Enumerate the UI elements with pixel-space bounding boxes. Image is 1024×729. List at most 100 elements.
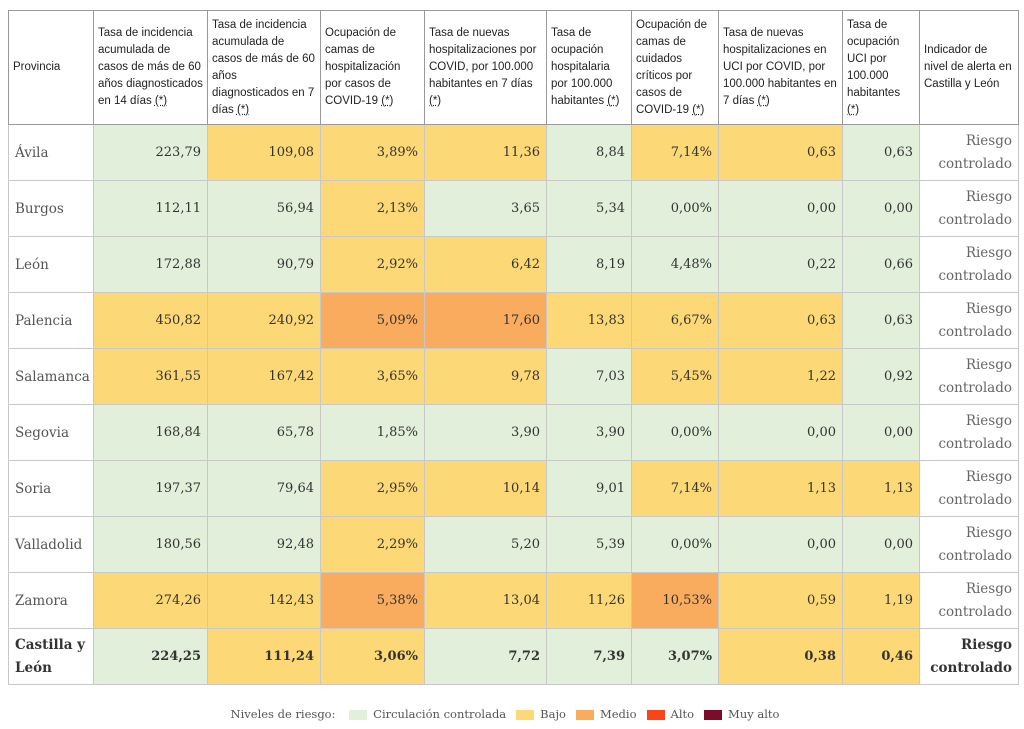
alert-level-cell: Riesgo controlado bbox=[919, 516, 1019, 573]
info-footnote-link[interactable]: (*) bbox=[692, 103, 705, 116]
indicator-value-cell: 224,25 bbox=[93, 628, 208, 685]
info-footnote-link[interactable]: (*) bbox=[429, 95, 442, 107]
info-footnote-link[interactable]: (*) bbox=[154, 95, 168, 107]
alert-level-cell: Riesgo controlado bbox=[919, 348, 1019, 405]
info-footnote-link[interactable]: (*) bbox=[236, 103, 250, 116]
indicator-value-cell: 0,63 bbox=[718, 124, 843, 181]
indicator-value-cell: 3,07% bbox=[631, 628, 719, 685]
indicator-value-cell: 0,63 bbox=[842, 292, 920, 349]
indicator-value-cell: 65,78 bbox=[207, 404, 321, 461]
alert-level-cell: Riesgo controlado bbox=[919, 292, 1019, 349]
legend-swatch bbox=[575, 710, 594, 720]
info-footnote-link[interactable]: (*) bbox=[847, 103, 860, 116]
province-name: León bbox=[8, 236, 94, 293]
indicator-value-cell: 1,13 bbox=[842, 460, 920, 517]
indicator-value-cell: 111,24 bbox=[207, 628, 321, 685]
indicator-value-cell: 223,79 bbox=[93, 124, 208, 181]
legend-swatch bbox=[646, 710, 665, 720]
risk-levels-legend: Niveles de riesgo: Circulación controlad… bbox=[0, 706, 1010, 721]
column-header-label: Ocupación de camas de hospitalización po… bbox=[325, 27, 401, 107]
indicator-value-cell: 7,14% bbox=[631, 124, 719, 181]
column-header-label: Provincia bbox=[13, 61, 61, 73]
indicator-value-cell: 0,00% bbox=[631, 404, 719, 461]
indicator-value-cell: 274,26 bbox=[93, 572, 208, 629]
indicator-value-cell: 0,00% bbox=[631, 180, 719, 237]
indicator-value-cell: 0,92 bbox=[842, 348, 920, 405]
table-row: Burgos 112,11 56,94 2,13% 3,65 5,34 0,00% 0,00 0… bbox=[8, 180, 1019, 237]
indicator-value-cell: 1,13 bbox=[718, 460, 843, 517]
indicator-value-cell: 172,88 bbox=[93, 236, 208, 293]
indicator-value-cell: 0,00 bbox=[842, 516, 920, 573]
indicator-value-cell: 92,48 bbox=[207, 516, 321, 573]
table-header-row: Provincia Tasa de incidencia acumulada de… bbox=[8, 10, 1019, 125]
alert-level-cell: Riesgo controlado bbox=[919, 628, 1019, 685]
indicator-value-cell: 0,46 bbox=[842, 628, 920, 685]
indicator-value-cell: 0,00 bbox=[718, 180, 843, 237]
indicator-value-cell: 0,63 bbox=[718, 292, 843, 349]
province-name: Burgos bbox=[8, 180, 94, 237]
indicator-value-cell: 109,08 bbox=[207, 124, 321, 181]
column-header: Provincia bbox=[8, 10, 94, 125]
legend-swatch bbox=[516, 710, 535, 720]
alert-level-cell: Riesgo controlado bbox=[919, 180, 1019, 237]
indicator-value-cell: 17,60 bbox=[424, 292, 547, 349]
indicator-value-cell: 1,19 bbox=[842, 572, 920, 629]
indicator-value-cell: 167,42 bbox=[207, 348, 321, 405]
indicator-value-cell: 0,66 bbox=[842, 236, 920, 293]
legend-label: Circulación controlada bbox=[373, 707, 507, 721]
indicator-value-cell: 3,65 bbox=[424, 180, 547, 237]
indicator-value-cell: 2,92% bbox=[320, 236, 425, 293]
legend-item: Muy alto bbox=[704, 707, 779, 721]
indicator-value-cell: 7,14% bbox=[631, 460, 719, 517]
column-header-label: Tasa de nuevas hospitalizaciones por COV… bbox=[429, 27, 537, 90]
province-name: Salamanca bbox=[8, 348, 94, 405]
column-header: Tasa de incidencia acumulada de casos de… bbox=[93, 10, 208, 125]
province-name: Segovia bbox=[8, 404, 94, 461]
province-name: Castilla y León bbox=[8, 628, 94, 685]
table-body: Ávila 223,79 109,08 3,89% 11,36 8,84 7,14% 0,63… bbox=[8, 124, 1019, 685]
alert-level-cell: Riesgo controlado bbox=[919, 572, 1019, 629]
alert-level-cell: Riesgo controlado bbox=[919, 404, 1019, 461]
indicator-value-cell: 168,84 bbox=[93, 404, 208, 461]
column-header: Ocupación de camas de cuidados críticos … bbox=[631, 10, 719, 125]
indicator-value-cell: 3,90 bbox=[424, 404, 547, 461]
indicator-value-cell: 3,06% bbox=[320, 628, 425, 685]
table-row: Ávila 223,79 109,08 3,89% 11,36 8,84 7,14% 0,63… bbox=[8, 124, 1019, 181]
indicator-value-cell: 3,89% bbox=[320, 124, 425, 181]
indicator-value-cell: 8,84 bbox=[546, 124, 632, 181]
indicator-value-cell: 0,00 bbox=[718, 516, 843, 573]
table-row: Valladolid 180,56 92,48 2,29% 5,20 5,39 0,00% 0… bbox=[8, 516, 1019, 573]
indicator-value-cell: 5,20 bbox=[424, 516, 547, 573]
info-footnote-link[interactable]: (*) bbox=[381, 95, 394, 107]
indicator-value-cell: 11,26 bbox=[546, 572, 632, 629]
indicator-value-cell: 5,38% bbox=[320, 572, 425, 629]
indicator-value-cell: 13,04 bbox=[424, 572, 547, 629]
info-footnote-link[interactable]: (*) bbox=[607, 95, 620, 107]
province-name: Zamora bbox=[8, 572, 94, 629]
column-header-label: Tasa de incidencia acumulada de casos de… bbox=[98, 27, 203, 107]
indicator-value-cell: 5,45% bbox=[631, 348, 719, 405]
indicator-value-cell: 0,22 bbox=[718, 236, 843, 293]
indicator-value-cell: 1,85% bbox=[320, 404, 425, 461]
info-footnote-link[interactable]: (*) bbox=[757, 95, 770, 107]
legend-item: Medio bbox=[575, 707, 637, 721]
column-header-label: Tasa de incidencia acumulada de casos de… bbox=[212, 18, 315, 116]
indicator-value-cell: 10,14 bbox=[424, 460, 547, 517]
province-name: Valladolid bbox=[8, 516, 94, 573]
indicator-value-cell: 8,19 bbox=[546, 236, 632, 293]
column-header: Tasa de incidencia acumulada de casos de… bbox=[207, 10, 321, 125]
legend-label: Bajo bbox=[540, 707, 566, 721]
indicator-value-cell: 2,13% bbox=[320, 180, 425, 237]
table-row: Soria 197,37 79,64 2,95% 10,14 9,01 7,14% 1,13 1… bbox=[8, 460, 1019, 517]
indicator-value-cell: 0,59 bbox=[718, 572, 843, 629]
alert-level-cell: Riesgo controlado bbox=[919, 460, 1019, 517]
table-row: León 172,88 90,79 2,92% 6,42 8,19 4,48% 0,22 0,6… bbox=[8, 236, 1019, 293]
indicator-value-cell: 6,67% bbox=[631, 292, 719, 349]
indicator-value-cell: 112,11 bbox=[93, 180, 208, 237]
column-header-label: Tasa de nuevas hospitalizaciones en UCI … bbox=[723, 27, 837, 107]
indicator-value-cell: 13,83 bbox=[546, 292, 632, 349]
indicator-value-cell: 0,00 bbox=[842, 404, 920, 461]
indicator-value-cell: 2,29% bbox=[320, 516, 425, 573]
legend-label: Muy alto bbox=[728, 707, 780, 721]
indicator-value-cell: 0,00% bbox=[631, 516, 719, 573]
